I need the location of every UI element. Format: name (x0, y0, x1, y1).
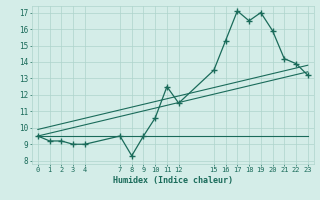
X-axis label: Humidex (Indice chaleur): Humidex (Indice chaleur) (113, 176, 233, 185)
